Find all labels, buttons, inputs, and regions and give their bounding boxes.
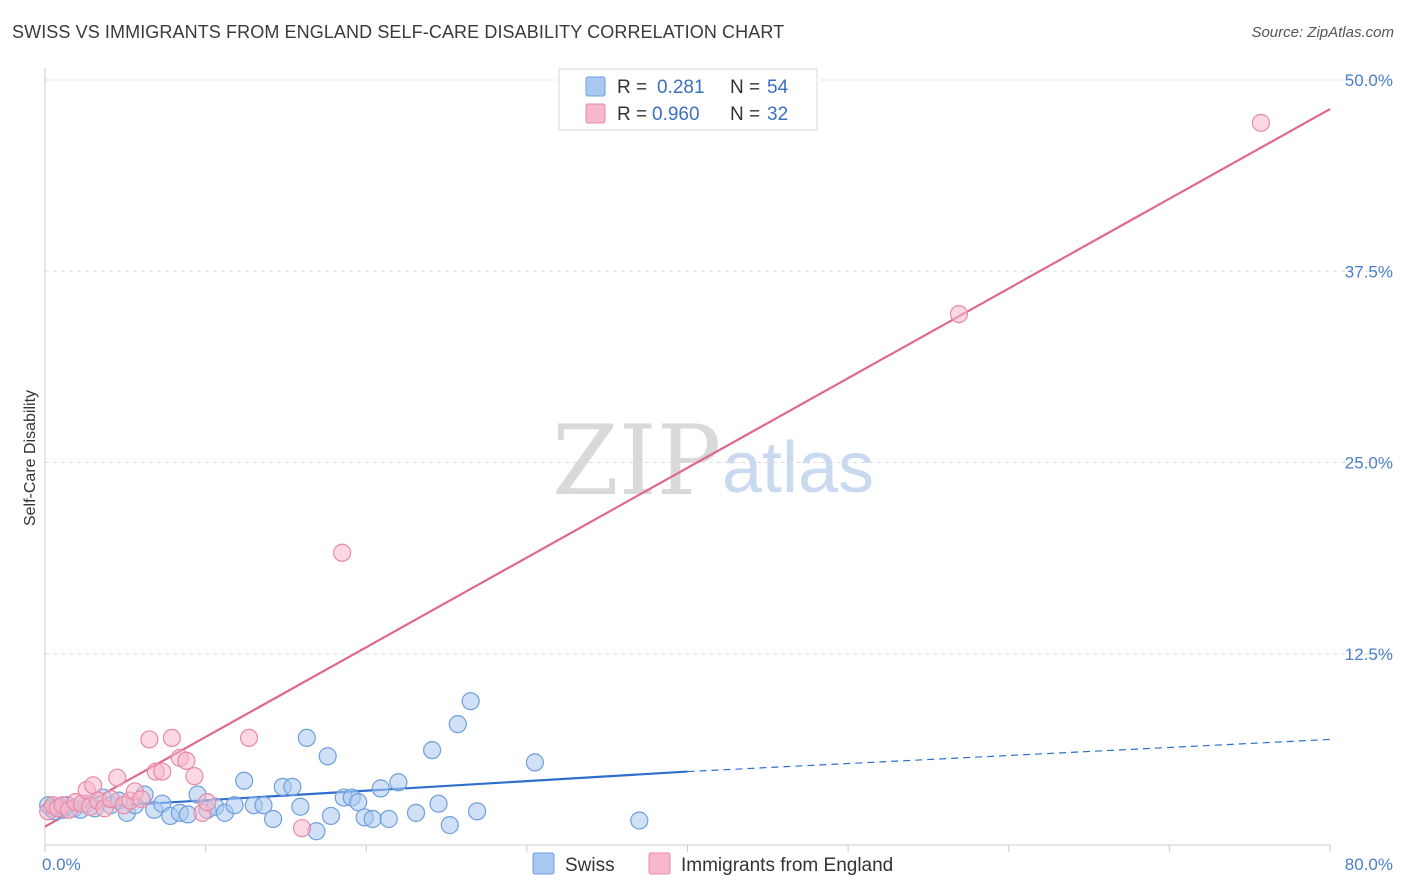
point-swiss-33 [297, 728, 316, 748]
bottom-legend-label-england: Immigrants from England [681, 855, 893, 876]
point-england-29 [333, 543, 352, 562]
x-tick-label-0: 0.0% [42, 855, 81, 874]
legend-r-value-swiss: 0.281 [657, 77, 705, 98]
point-swiss-46 [423, 741, 442, 760]
trend-lines [44, 108, 1331, 828]
y-axis-label: Self-Care Disability [22, 390, 39, 526]
bottom-legend-label-swiss: Swiss [565, 855, 615, 876]
point-swiss-44 [389, 773, 408, 792]
trend-line-swiss-extension [687, 738, 1331, 773]
point-england-26 [198, 793, 217, 812]
grid-lines [45, 79, 1390, 655]
watermark-atlas: atlas [722, 428, 874, 508]
point-swiss-31 [283, 777, 302, 796]
legend-n-label-england: N = [730, 104, 760, 125]
series-swiss-points [39, 692, 649, 841]
point-england-28 [292, 819, 312, 838]
chart-title: SWISS VS IMMIGRANTS FROM ENGLAND SELF-CA… [12, 22, 785, 42]
point-swiss-43 [379, 809, 398, 829]
point-swiss-36 [321, 806, 341, 826]
stats-legend: R = 0.281 N = 54 R = 0.960 N = 32 [558, 68, 818, 131]
bottom-legend-swatch-england [648, 852, 671, 875]
legend-r-label-swiss: R = [617, 77, 647, 98]
point-england-31 [1251, 113, 1271, 132]
point-england-20 [153, 762, 172, 781]
point-swiss-35 [318, 747, 337, 766]
point-england-23 [177, 751, 196, 770]
legend-r-value-england: 0.960 [652, 104, 700, 125]
tick-labels: 12.5% 25.0% 37.5% 50.0% 0.0% 80.0% [42, 71, 1393, 874]
legend-r-label-england: R = [617, 104, 647, 125]
point-england-30 [949, 304, 969, 324]
point-swiss-25 [225, 796, 244, 815]
point-swiss-47 [429, 794, 448, 813]
axes [44, 68, 1331, 852]
point-swiss-28 [254, 796, 273, 815]
point-swiss-29 [263, 809, 283, 829]
x-tick-label-1: 80.0% [1345, 855, 1393, 874]
point-swiss-42 [371, 779, 390, 798]
y-tick-label-0: 12.5% [1345, 645, 1393, 664]
point-england-24 [185, 767, 204, 786]
point-england-18 [140, 730, 159, 749]
legend-n-value-england: 32 [767, 104, 788, 125]
point-england-27 [239, 728, 259, 748]
point-swiss-45 [406, 803, 426, 822]
chart-source: Source: ZipAtlas.com [1251, 24, 1394, 41]
point-england-13 [108, 768, 127, 787]
point-swiss-26 [235, 771, 254, 790]
point-england-17 [132, 789, 151, 809]
point-england-9 [84, 776, 103, 795]
point-swiss-49 [448, 715, 467, 734]
legend-n-value-swiss: 54 [767, 77, 789, 98]
trend-line-england [44, 108, 1331, 828]
point-swiss-32 [291, 797, 310, 816]
point-swiss-50 [461, 692, 480, 711]
y-tick-label-2: 37.5% [1345, 262, 1393, 281]
legend-swatch-swiss [585, 76, 606, 97]
legend-swatch-england [585, 103, 606, 124]
point-swiss-51 [467, 802, 487, 821]
bottom-legend-swatch-swiss [532, 852, 555, 875]
point-swiss-39 [349, 793, 368, 812]
y-tick-label-1: 25.0% [1345, 454, 1393, 473]
point-swiss-53 [630, 811, 649, 830]
series-legend: Swiss Immigrants from England [532, 852, 893, 876]
series-england-points [39, 113, 1271, 838]
watermark-zip: ZIP [552, 405, 721, 517]
y-tick-label-3: 50.0% [1345, 71, 1393, 90]
point-swiss-48 [440, 816, 459, 835]
point-swiss-52 [525, 753, 545, 772]
legend-n-label-swiss: N = [730, 77, 760, 98]
point-england-21 [162, 728, 181, 748]
point-swiss-41 [363, 809, 382, 829]
